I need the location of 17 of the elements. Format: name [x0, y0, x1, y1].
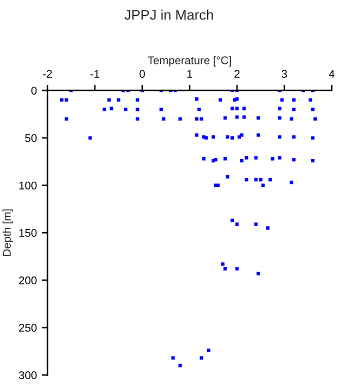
y-tick-label: 0 [31, 86, 37, 95]
x-tick-label: 1 [187, 70, 192, 78]
x-tick-label: -2 [43, 70, 52, 78]
y-tick-label: 100 [19, 182, 37, 190]
x-tick-label: 0 [140, 70, 145, 78]
x-tick-label: -1 [90, 70, 100, 78]
x-tick-label: 3 [282, 70, 287, 78]
y-tick-label: 50 [25, 134, 37, 142]
x-tick-label: 4 [328, 70, 335, 78]
y-axis-title: Depth [m] [2, 209, 13, 256]
y-tick-label: 300 [18, 371, 37, 380]
chart-title: JPPJ in March [124, 10, 213, 20]
y-tick-label: 150 [19, 229, 37, 237]
x-axis-title: Temperature [°C] [148, 56, 231, 66]
x-tick-label: 2 [234, 70, 240, 78]
y-tick-label: 200 [19, 276, 37, 284]
y-tick-label: 250 [19, 324, 37, 332]
